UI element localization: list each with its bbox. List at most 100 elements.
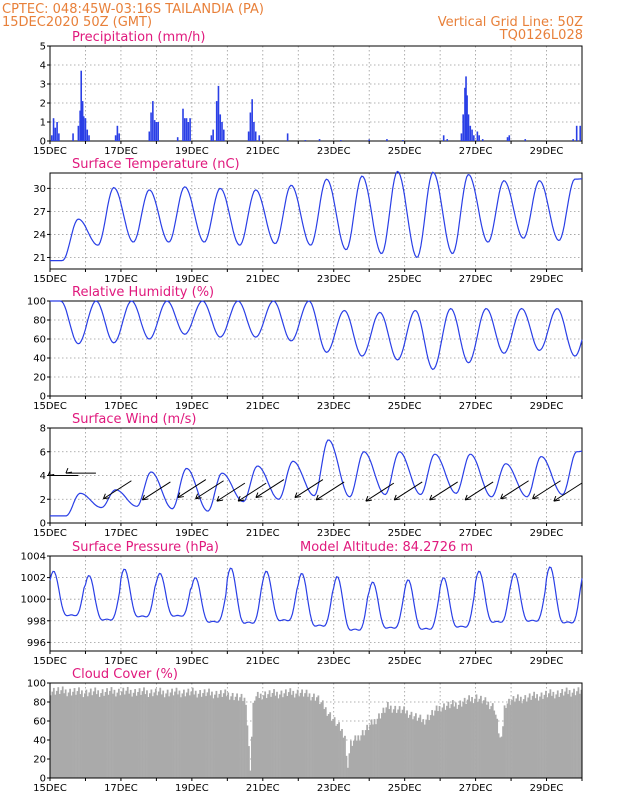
cloud-bar: [109, 690, 111, 778]
cloud-bar: [279, 694, 281, 778]
precip-bar: [368, 139, 370, 141]
cloud-bar: [496, 718, 499, 778]
x-tick-label: 15DEC: [33, 528, 67, 539]
cloud-bar: [426, 714, 429, 778]
cloud-bar: [224, 689, 227, 778]
cloud-bar: [110, 687, 113, 778]
wind-arrow-head: [532, 493, 539, 500]
precip-bar: [77, 125, 80, 141]
wind-title: Surface Wind (m/s): [72, 412, 196, 427]
cloud-bar: [268, 690, 271, 778]
cloud-bar: [248, 746, 250, 778]
header-date: 15DEC2020 50Z (GMT): [2, 15, 152, 30]
cloud-bar: [160, 694, 163, 778]
cloud-bar: [446, 705, 448, 778]
y-tick-label: 5: [40, 42, 46, 53]
cloud-bar: [468, 695, 470, 778]
cloud-bar: [474, 698, 476, 778]
cloud-bar: [280, 690, 283, 778]
cloud-bar: [460, 706, 463, 778]
precip-bar: [460, 133, 463, 141]
cloud-bar: [178, 690, 181, 778]
cloud-bar: [298, 696, 301, 778]
precip-bar: [579, 125, 582, 141]
rh-title: Relative Humidity (%): [72, 285, 214, 300]
cloud-bar: [363, 735, 366, 778]
cloud-bar: [335, 725, 337, 778]
cloud-bar: [256, 691, 259, 778]
cloud-bar: [364, 730, 367, 778]
precip-bar: [506, 137, 509, 141]
cloud-bar: [85, 689, 88, 778]
wind-arrow-head: [365, 495, 372, 502]
cloud-bar: [499, 737, 502, 778]
cloud-bar: [465, 703, 468, 778]
x-tick-label: 19DEC: [175, 528, 209, 539]
precip-bar: [52, 118, 55, 141]
cloud-bar: [245, 704, 247, 778]
cloud-bar: [174, 691, 176, 778]
wind-arrow: [429, 481, 458, 501]
y-tick-label: 0: [40, 519, 46, 530]
precip-bar: [286, 133, 289, 141]
cloud-bar: [75, 694, 77, 778]
precip-bar: [442, 135, 445, 141]
cloud-bar: [296, 689, 299, 778]
x-tick-label: 19DEC: [175, 401, 209, 412]
wind-arrow-head: [177, 492, 184, 499]
cloud-bar: [107, 694, 110, 778]
cloud-bar: [341, 728, 343, 778]
cloud-bar: [336, 724, 339, 778]
cloud-bar: [562, 695, 565, 778]
cloud-bar: [478, 698, 481, 778]
cloud-bar: [138, 688, 141, 778]
header-title: CPTEC: 048:45W-03:16S TAILANDIA (PA): [2, 2, 264, 17]
cloud-bar: [469, 701, 472, 778]
wind-plot: 0 2 4 6 8 15DEC 17DEC 19DEC 21DEC 23DEC 25DEC 27DEC…: [33, 424, 583, 539]
cloud-bar: [321, 700, 324, 778]
wind-arrow: [103, 480, 132, 500]
x-tick-label: 25DEC: [388, 528, 422, 539]
cloud-bar: [54, 694, 57, 778]
precip-bar: [88, 135, 90, 141]
cloud-bar: [503, 705, 506, 778]
cloud-bar: [471, 697, 473, 778]
x-tick-label: 27DEC: [459, 401, 493, 412]
precip-bar: [466, 95, 468, 141]
cloud-bar: [177, 694, 179, 778]
precip-bar: [402, 140, 404, 141]
cloud-bar: [187, 688, 190, 778]
x-tick-label: 29DEC: [530, 783, 564, 794]
cloud-bar: [564, 691, 567, 778]
cloud-bar: [264, 691, 267, 778]
cloud-bar: [311, 697, 314, 778]
x-tick-label: 19DEC: [175, 274, 209, 285]
model-altitude: Model Altitude: 84.2726 m: [300, 540, 473, 555]
cloud-bar: [104, 691, 107, 778]
precip-bar: [575, 125, 578, 141]
cloud-bar: [286, 695, 289, 778]
cloud-bar: [441, 707, 444, 778]
cloud-bar: [440, 711, 442, 778]
plot-border: [49, 682, 583, 779]
cloud-bar: [141, 691, 144, 778]
cloud-bar: [521, 703, 524, 778]
precip-bar: [222, 129, 225, 141]
cloud-bar: [123, 694, 126, 778]
cloud-bar: [216, 697, 219, 778]
cloud-bar: [219, 690, 222, 778]
wind-arrow-head: [237, 495, 245, 502]
cloud-bar: [410, 711, 413, 778]
wind-arrow-head: [553, 495, 560, 502]
cloud-bar: [261, 699, 264, 778]
y-tick-label: 2: [40, 495, 46, 506]
x-tick-label: 15DEC: [33, 274, 67, 285]
cloud-bar: [146, 690, 148, 778]
cloud-bar: [76, 691, 79, 778]
precip-bar: [80, 70, 83, 141]
cloud-bar: [197, 693, 200, 778]
precip-bar: [155, 122, 158, 141]
cloud-bar: [419, 714, 422, 778]
cloud-bar: [194, 690, 197, 778]
cloud-bar: [559, 692, 562, 778]
